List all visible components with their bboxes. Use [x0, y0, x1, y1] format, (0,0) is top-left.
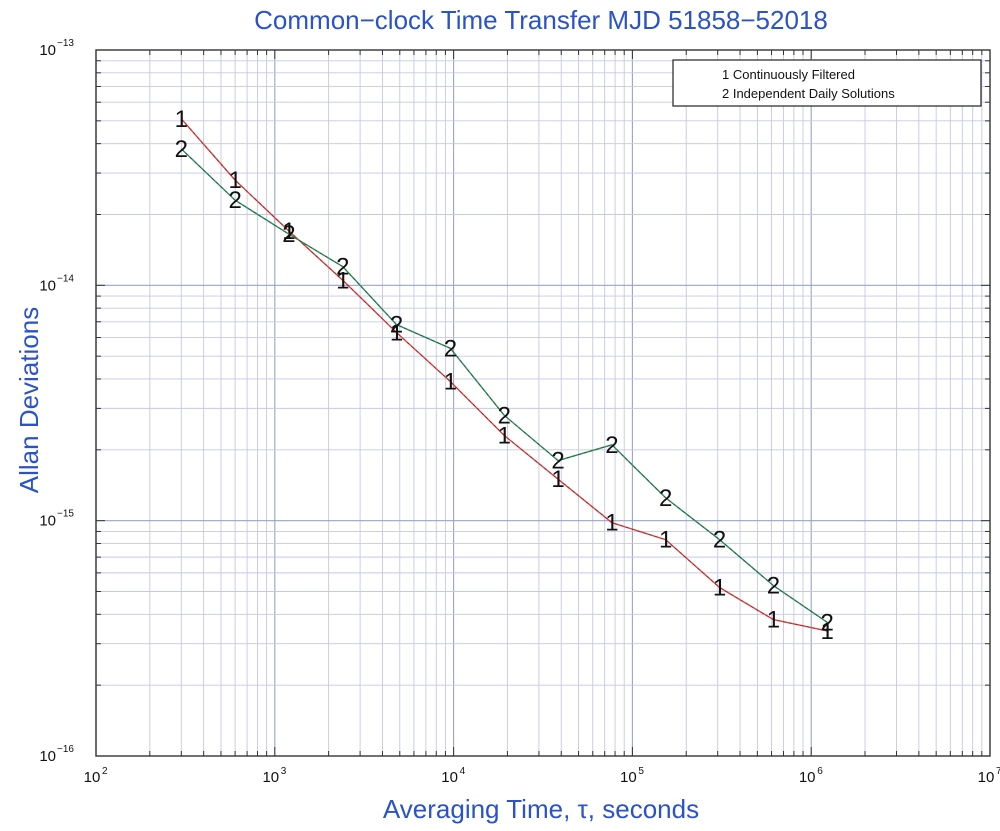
series-1-marker: 1: [175, 106, 188, 133]
series-1-marker: 1: [336, 267, 349, 294]
x-tick-label-exponent: 3: [281, 766, 287, 777]
y-tick-label-base: 10: [39, 277, 56, 294]
y-tick-label-base: 10: [39, 42, 56, 59]
y-tick-label: 10 −13: [39, 38, 74, 59]
plot-frame: [95, 49, 991, 757]
x-tick-label-base: 10: [978, 769, 995, 786]
y-tick-label-base: 10: [39, 748, 56, 765]
legend-box: [672, 59, 982, 107]
x-tick-label-base: 10: [620, 769, 637, 786]
series-1-marker: 1: [498, 423, 511, 450]
y-tick-label-exponent: −14: [57, 273, 74, 284]
x-tick-label: 10 5: [620, 766, 644, 786]
series-2-marker: 2: [605, 432, 618, 459]
x-tick-label-exponent: 2: [102, 766, 108, 777]
x-tick-label: 10 6: [799, 766, 823, 786]
x-tick-label: 10 2: [84, 766, 108, 786]
series-1-marker: 1: [551, 466, 564, 493]
x-tick-label-exponent: 5: [638, 766, 644, 777]
series-1-marker: 1: [605, 510, 618, 537]
series-2-marker: 2: [228, 187, 241, 214]
x-tick-label: 10 4: [441, 766, 465, 786]
series-2-line-dash: [181, 148, 828, 623]
x-tick-label-base: 10: [441, 769, 458, 786]
series-2-marker: 2: [282, 221, 295, 248]
x-tick-label: 10 3: [262, 766, 286, 786]
y-axis-label: Allan Deviations: [14, 307, 44, 493]
x-tick-label: 10 7: [978, 766, 1000, 786]
series-1-marker: 1: [282, 218, 295, 245]
series-2-marker: 2: [551, 448, 564, 475]
x-tick-label-exponent: 6: [817, 766, 823, 777]
y-tick-label-exponent: −16: [57, 744, 74, 755]
series-1-line-dash: [181, 118, 828, 632]
series-1-marker: 1: [444, 369, 457, 396]
tick-marks: [95, 50, 990, 757]
legend-entry-2: 2 Independent Daily Solutions: [722, 86, 895, 101]
series-1-marker: 1: [659, 527, 672, 554]
series-1-marker: 1: [713, 575, 726, 602]
series-2-marker: 2: [444, 335, 457, 362]
x-tick-label-base: 10: [262, 769, 279, 786]
y-tick-label-exponent: −13: [57, 38, 74, 49]
x-tick-label-base: 10: [799, 769, 816, 786]
series-1-marker: 1: [821, 618, 834, 645]
series-2-marker: 2: [821, 609, 834, 636]
chart-title: Common−clock Time Transfer MJD 51858−520…: [254, 5, 828, 35]
gridlines: [95, 50, 990, 757]
series-2-marker: 2: [659, 485, 672, 512]
series-2-marker: 2: [498, 402, 511, 429]
x-tick-label-exponent: 7: [996, 766, 1000, 777]
series-2-marker: 2: [767, 573, 780, 600]
series-1-marker: 1: [228, 167, 241, 194]
x-axis-label: Averaging Time, τ, seconds: [383, 794, 699, 824]
y-tick-label-exponent: −15: [57, 509, 74, 520]
legend-entry-1: 1 Continuously Filtered: [722, 67, 855, 82]
series-2-marker: 2: [713, 527, 726, 554]
y-tick-label: 10 −15: [39, 509, 74, 530]
x-tick-label-base: 10: [84, 769, 101, 786]
series-2-marker: 2: [175, 136, 188, 163]
series-2-marker: 2: [390, 312, 403, 339]
legend: 1 Continuously Filtered 2 Independent Da…: [672, 59, 982, 107]
y-tick-label: 10 −16: [39, 744, 74, 765]
series-1-marker: 1: [767, 607, 780, 634]
y-tick-label-base: 10: [39, 513, 56, 530]
series-2-marker: 2: [336, 254, 349, 281]
x-tick-label-exponent: 4: [460, 766, 466, 777]
y-tick-label: 10 −14: [39, 273, 74, 294]
